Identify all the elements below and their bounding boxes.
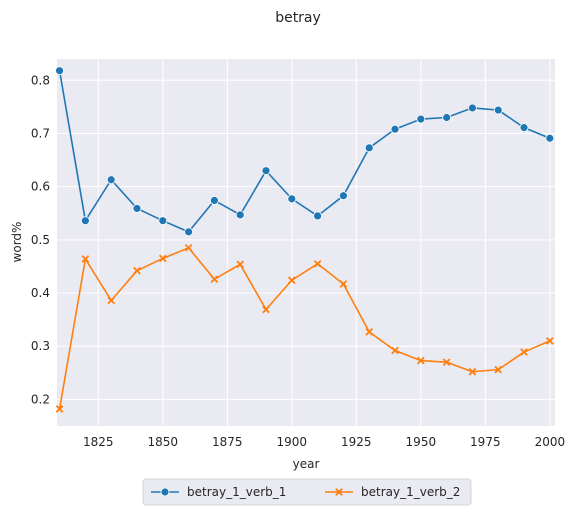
data-point xyxy=(261,166,271,176)
data-point xyxy=(158,254,167,263)
data-point xyxy=(106,175,116,185)
data-point xyxy=(132,204,142,213)
data-point xyxy=(416,114,426,124)
data-point xyxy=(442,113,452,122)
data-point xyxy=(262,305,270,314)
x-tick-label: 1900 xyxy=(277,435,308,449)
x-axis-label: year xyxy=(293,457,320,471)
data-point xyxy=(416,356,425,365)
y-tick-label: 0.5 xyxy=(31,233,50,247)
data-point xyxy=(520,348,528,356)
series-betray_1_verb_1 xyxy=(55,66,555,237)
series-betray_1_verb_2 xyxy=(55,243,554,413)
data-point xyxy=(493,105,503,115)
data-point xyxy=(287,276,296,285)
legend-label: betray_1_verb_1 xyxy=(187,485,286,499)
y-tick-label: 0.7 xyxy=(31,126,50,140)
y-tick-label: 0.2 xyxy=(31,392,50,406)
data-point xyxy=(545,133,555,143)
y-tick-label: 0.6 xyxy=(31,180,50,194)
data-point xyxy=(391,346,399,355)
grid-lines xyxy=(57,59,555,426)
x-tick-label: 1825 xyxy=(83,435,114,449)
data-point xyxy=(519,123,529,133)
data-point xyxy=(468,367,477,376)
chart-title: betray xyxy=(275,10,321,26)
x-tick-labels: 1825 1850 1875 1900 1925 1950 1975 2000 xyxy=(83,435,565,449)
data-point xyxy=(442,358,451,367)
y-tick-label: 0.4 xyxy=(31,286,50,300)
data-point xyxy=(80,216,90,226)
plot-area xyxy=(57,59,555,426)
y-tick-labels: 0.2 0.3 0.4 0.5 0.6 0.7 0.8 xyxy=(31,73,50,406)
y-tick-label: 0.3 xyxy=(31,339,50,353)
data-point xyxy=(287,194,297,204)
series-line xyxy=(58,247,551,410)
legend-box xyxy=(142,478,472,506)
x-tick-label: 1850 xyxy=(148,435,179,449)
data-point xyxy=(236,260,245,269)
series-line xyxy=(58,70,551,233)
y-tick-label: 0.8 xyxy=(31,73,50,87)
data-point xyxy=(55,405,64,413)
data-point xyxy=(364,143,374,153)
data-point xyxy=(339,191,348,201)
x-tick-label: 1875 xyxy=(212,435,243,449)
legend-marker xyxy=(160,487,170,497)
data-point xyxy=(235,210,245,220)
data-point xyxy=(55,66,64,76)
data-point xyxy=(339,280,348,288)
x-tick-label: 1950 xyxy=(406,435,437,449)
data-point xyxy=(365,328,374,336)
data-point xyxy=(546,337,554,345)
data-point xyxy=(209,196,219,205)
data-point xyxy=(184,227,193,237)
data-point xyxy=(494,365,503,374)
data-point xyxy=(81,255,90,263)
y-axis-label: word% xyxy=(10,222,24,263)
legend-item: betray_1_verb_2 xyxy=(325,485,460,499)
legend-label: betray_1_verb_2 xyxy=(361,485,460,499)
x-tick-label: 1975 xyxy=(470,435,501,449)
data-point xyxy=(158,216,168,226)
data-point xyxy=(390,124,400,134)
x-tick-label: 2000 xyxy=(535,435,566,449)
x-tick-label: 1925 xyxy=(341,435,372,449)
data-point xyxy=(313,259,322,268)
data-point xyxy=(210,275,219,284)
data-point xyxy=(107,296,116,305)
data-point xyxy=(133,266,141,275)
data-point xyxy=(184,243,193,252)
data-point xyxy=(313,211,323,221)
legend: betray_1_verb_1 betray_1_verb_2 xyxy=(142,478,472,506)
legend-item: betray_1_verb_1 xyxy=(151,485,286,499)
data-point xyxy=(468,103,477,113)
series-layer xyxy=(55,66,555,413)
legend-marker xyxy=(335,488,343,496)
